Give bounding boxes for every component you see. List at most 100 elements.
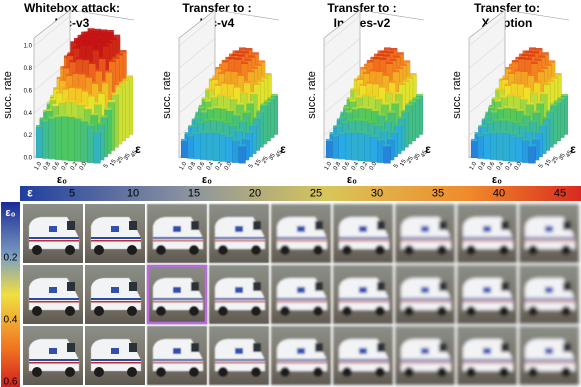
- van-stripe: [339, 237, 389, 239]
- grid-line: [323, 60, 361, 91]
- bar-top: [112, 56, 120, 59]
- bar-top: [221, 81, 228, 84]
- van-wheel: [189, 245, 199, 255]
- van-logo: [421, 348, 429, 354]
- bar-top: [221, 60, 229, 63]
- bar-top: [257, 79, 265, 82]
- van-wheel: [251, 367, 261, 377]
- bar-top: [541, 52, 549, 55]
- bar-top: [505, 66, 513, 70]
- eps-colorbar-label: ε: [27, 186, 33, 200]
- van-stripe: [339, 298, 389, 300]
- eps0-colorbar-tick: 0.2: [4, 253, 18, 264]
- van-stripe: [29, 240, 79, 242]
- eps-tick-label: 15: [399, 158, 408, 167]
- z-tick-label: 0.0: [24, 156, 33, 162]
- bar-column: [383, 146, 391, 164]
- eps-colorbar-tick: 45: [554, 187, 566, 199]
- eps0-colorbar: [1, 202, 20, 387]
- van-stripe: [463, 362, 513, 364]
- eps0-tick-label: 0.4: [61, 161, 71, 172]
- bar-top: [543, 117, 550, 120]
- bar-top: [207, 107, 215, 110]
- eps0-tick-label: 0.0: [79, 161, 89, 172]
- bar-top: [267, 97, 275, 100]
- bar-top: [538, 55, 546, 58]
- bar-top: [81, 89, 89, 92]
- bar-top: [63, 66, 71, 69]
- bar-top: [225, 134, 233, 138]
- bar-top: [532, 137, 540, 140]
- bar-top: [95, 69, 103, 72]
- bar-top: [366, 81, 373, 84]
- van-wheel: [127, 306, 137, 316]
- van-wheel: [251, 245, 261, 255]
- van-wheel: [437, 306, 447, 316]
- bar-top: [483, 131, 491, 135]
- z-axis-label: succ. rate: [306, 71, 318, 119]
- van-window: [191, 282, 199, 291]
- bar-column: [55, 116, 63, 160]
- bar-column: [357, 132, 366, 162]
- bar-top: [375, 97, 383, 100]
- eps-colorbar-tick: 10: [127, 187, 139, 199]
- bar-top: [246, 101, 254, 104]
- van-stripe: [339, 301, 389, 303]
- eps-colorbar-tick: 15: [188, 187, 200, 199]
- bar-top: [237, 73, 245, 76]
- bar-top: [122, 78, 130, 81]
- bar-top: [233, 113, 240, 116]
- bar-top: [517, 82, 525, 85]
- bar-top: [527, 73, 535, 76]
- van-wheel: [528, 245, 538, 255]
- van-wheel: [342, 306, 352, 316]
- eps0-tick-label: 1.0: [469, 161, 479, 172]
- bar-top: [523, 85, 531, 88]
- bar-top: [380, 129, 388, 132]
- bar-column: [238, 146, 246, 164]
- bar-top: [116, 53, 123, 56]
- bar-top: [254, 63, 262, 66]
- van-wheel: [404, 367, 414, 377]
- bar-column: [370, 136, 378, 163]
- bar-top: [383, 144, 391, 147]
- van-wheel: [127, 367, 137, 377]
- bar-top: [366, 60, 374, 63]
- bar-top: [389, 58, 397, 61]
- bar-top: [230, 97, 238, 100]
- image-tile: [395, 326, 455, 385]
- bar-top: [55, 114, 63, 117]
- bar-top: [511, 60, 519, 63]
- van-window: [501, 221, 509, 230]
- bar-top: [108, 59, 116, 62]
- eps0-colorbar-tick: 0.4: [4, 315, 18, 326]
- bar-column: [338, 133, 346, 160]
- van-stripe: [91, 237, 141, 239]
- van-stripe: [525, 237, 575, 239]
- bar-top: [401, 110, 409, 113]
- bar-top: [206, 130, 214, 133]
- z-tick-label: 1.0: [24, 44, 33, 50]
- van-stripe: [463, 298, 513, 300]
- van-stripe: [29, 359, 79, 361]
- eps-colorbar-tick: 25: [310, 187, 322, 199]
- bar-top: [491, 97, 499, 100]
- van-stripe: [525, 240, 575, 242]
- bar-top: [382, 73, 390, 76]
- eps-colorbar-tick: 20: [249, 187, 261, 199]
- bar-column: [74, 118, 82, 162]
- bar-top: [329, 132, 337, 135]
- van-wheel: [561, 306, 571, 316]
- van-wheel: [375, 367, 385, 377]
- bar-top: [523, 113, 530, 116]
- bar-top: [264, 73, 272, 76]
- eps-tick-label: 25: [406, 155, 415, 164]
- bar-top: [191, 125, 198, 128]
- van-stripe: [525, 359, 575, 361]
- van-wheel: [499, 306, 509, 316]
- bar-column: [42, 121, 50, 159]
- image-tile: [271, 265, 331, 324]
- bar-top: [358, 105, 366, 109]
- bar-top: [258, 60, 266, 63]
- bar-top: [365, 106, 373, 109]
